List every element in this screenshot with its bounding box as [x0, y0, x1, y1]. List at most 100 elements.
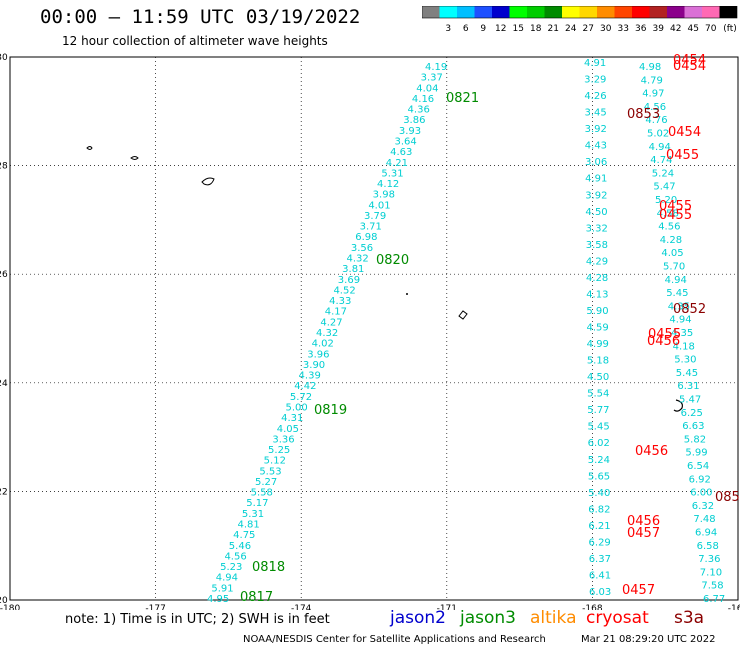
colorbar-swatch [649, 6, 667, 18]
swh-value: 4.50 [587, 372, 609, 383]
swh-value: 4.28 [586, 273, 608, 284]
swh-value: 5.27 [255, 477, 277, 488]
swh-value: 5.30 [674, 355, 696, 366]
swh-value: 4.98 [639, 62, 661, 73]
pass-time-label: 0454 [668, 125, 701, 140]
swh-value: 6.03 [589, 587, 611, 598]
swh-value: 6.41 [589, 570, 611, 581]
swh-value: 6.58 [697, 541, 719, 552]
pass-time-label: 0455 [659, 208, 692, 223]
swh-value: 5.45 [666, 288, 688, 299]
swh-value: 3.79 [364, 211, 386, 222]
swh-value: 4.76 [645, 115, 667, 126]
swh-value: 4.81 [238, 520, 260, 531]
swh-value: 4.58 [657, 208, 679, 219]
swh-value: 4.28 [660, 235, 682, 246]
island-shape [458, 310, 468, 320]
swh-value: 4.32 [316, 328, 338, 339]
swh-value: 6.02 [588, 438, 610, 449]
colorbar-swatch [544, 6, 562, 18]
swh-value: 4.32 [347, 254, 369, 265]
swh-value: 6.21 [588, 521, 610, 532]
swh-value: 5.23 [220, 562, 242, 573]
swh-value: 5.77 [587, 405, 609, 416]
swh-value: 5.45 [587, 422, 609, 433]
colorbar-label: 27 [583, 24, 594, 34]
swh-value: 5.31 [242, 509, 264, 520]
pass-time-label: 0457 [622, 583, 655, 598]
swh-value: 6.00 [690, 488, 712, 499]
swh-value: 3.32 [586, 223, 608, 234]
swh-value: 3.93 [399, 126, 421, 137]
swh-value: 4.35 [671, 328, 693, 339]
swh-value: 6.37 [589, 554, 611, 565]
page-title: 00:00 – 11:59 UTC 03/19/2022 [40, 6, 361, 28]
x-tick-label: -165 [728, 604, 740, 610]
pass-time-label: 0456 [627, 514, 660, 529]
swh-value: 3.29 [584, 75, 606, 86]
colorbar-label: 36 [635, 24, 647, 34]
swh-value: 6.98 [355, 232, 377, 243]
swh-value: 5.46 [229, 541, 251, 552]
swh-value: 4.43 [585, 141, 607, 152]
x-tick-label: -177 [145, 604, 165, 610]
swh-value: 4.94 [649, 142, 671, 153]
colorbar-label: 21 [548, 24, 559, 34]
swh-value: 5.24 [652, 168, 674, 179]
swh-value: 4.05 [661, 248, 683, 259]
island-shape [86, 146, 93, 150]
pass-time-label: 0454 [673, 53, 706, 68]
page-subtitle: 12 hour collection of altimeter wave hei… [62, 34, 328, 48]
swh-value: 7.48 [693, 514, 715, 525]
islands [86, 146, 683, 412]
pass-time-label: 0819 [314, 403, 347, 418]
swh-value: 5.18 [587, 356, 609, 367]
swh-value: 4.27 [320, 317, 342, 328]
y-tick-label: 20 [0, 596, 8, 606]
colorbar-swatch [684, 6, 702, 18]
colorbar-swatch [422, 6, 440, 18]
track-right-a: 4.91 3.29 4.26 3.45 3.92 4.43 3.06 4.91 3.92 4.50… [584, 58, 611, 598]
colorbar-label: 3 [445, 24, 451, 34]
swh-value: 5.58 [251, 488, 273, 499]
swh-value: 4.56 [658, 222, 680, 233]
swh-value: 3.64 [394, 136, 416, 147]
legend-jason3: jason3 [460, 608, 516, 628]
swh-value: 7.36 [698, 554, 720, 565]
swh-value: 3.90 [303, 360, 325, 371]
island-shape [130, 156, 139, 160]
swh-value: 5.70 [663, 262, 685, 273]
swh-value: 5.45 [676, 368, 698, 379]
swh-value: 6.77 [703, 594, 725, 605]
legend-cryosat: cryosat [586, 608, 649, 628]
swh-value: 4.50 [585, 207, 607, 218]
swh-value: 6.25 [681, 408, 703, 419]
colorbar-swatch [509, 6, 527, 18]
swh-value: 4.39 [299, 371, 321, 382]
colorbar-label: 15 [513, 24, 524, 34]
swh-value: 5.65 [588, 471, 610, 482]
swh-value: 5.90 [586, 306, 608, 317]
swh-value: 4.74 [650, 155, 672, 166]
swh-value: 4.94 [665, 275, 687, 286]
x-tick-label: -174 [291, 604, 312, 610]
pass-time-label: 0853 [627, 107, 660, 122]
swh-value: 4.21 [386, 158, 408, 169]
swh-value: 3.37 [421, 73, 443, 84]
colorbar-label: 45 [688, 24, 699, 34]
colorbar-swatch [667, 6, 685, 18]
swh-value: 5.12 [264, 456, 286, 467]
swh-value: 4.95 [207, 594, 229, 605]
pass-time-label: 0457 [627, 526, 660, 541]
swh-value: 4.91 [584, 58, 606, 69]
colorbar-label: 30 [600, 24, 612, 34]
swh-value: 5.02 [647, 129, 669, 140]
wave-height-map: -180 -177 -174 -171 -168 -165 30 28 26 24 22 20 4.1… [0, 53, 740, 610]
colorbar-label: 42 [670, 24, 681, 34]
y-tick-label: 30 [0, 53, 8, 63]
swh-value: 4.29 [586, 256, 608, 267]
swh-value: 5.40 [588, 488, 610, 499]
legend-jason2: jason2 [390, 608, 446, 628]
y-tick-label: 24 [0, 379, 8, 389]
y-tick-label: 22 [0, 487, 8, 497]
